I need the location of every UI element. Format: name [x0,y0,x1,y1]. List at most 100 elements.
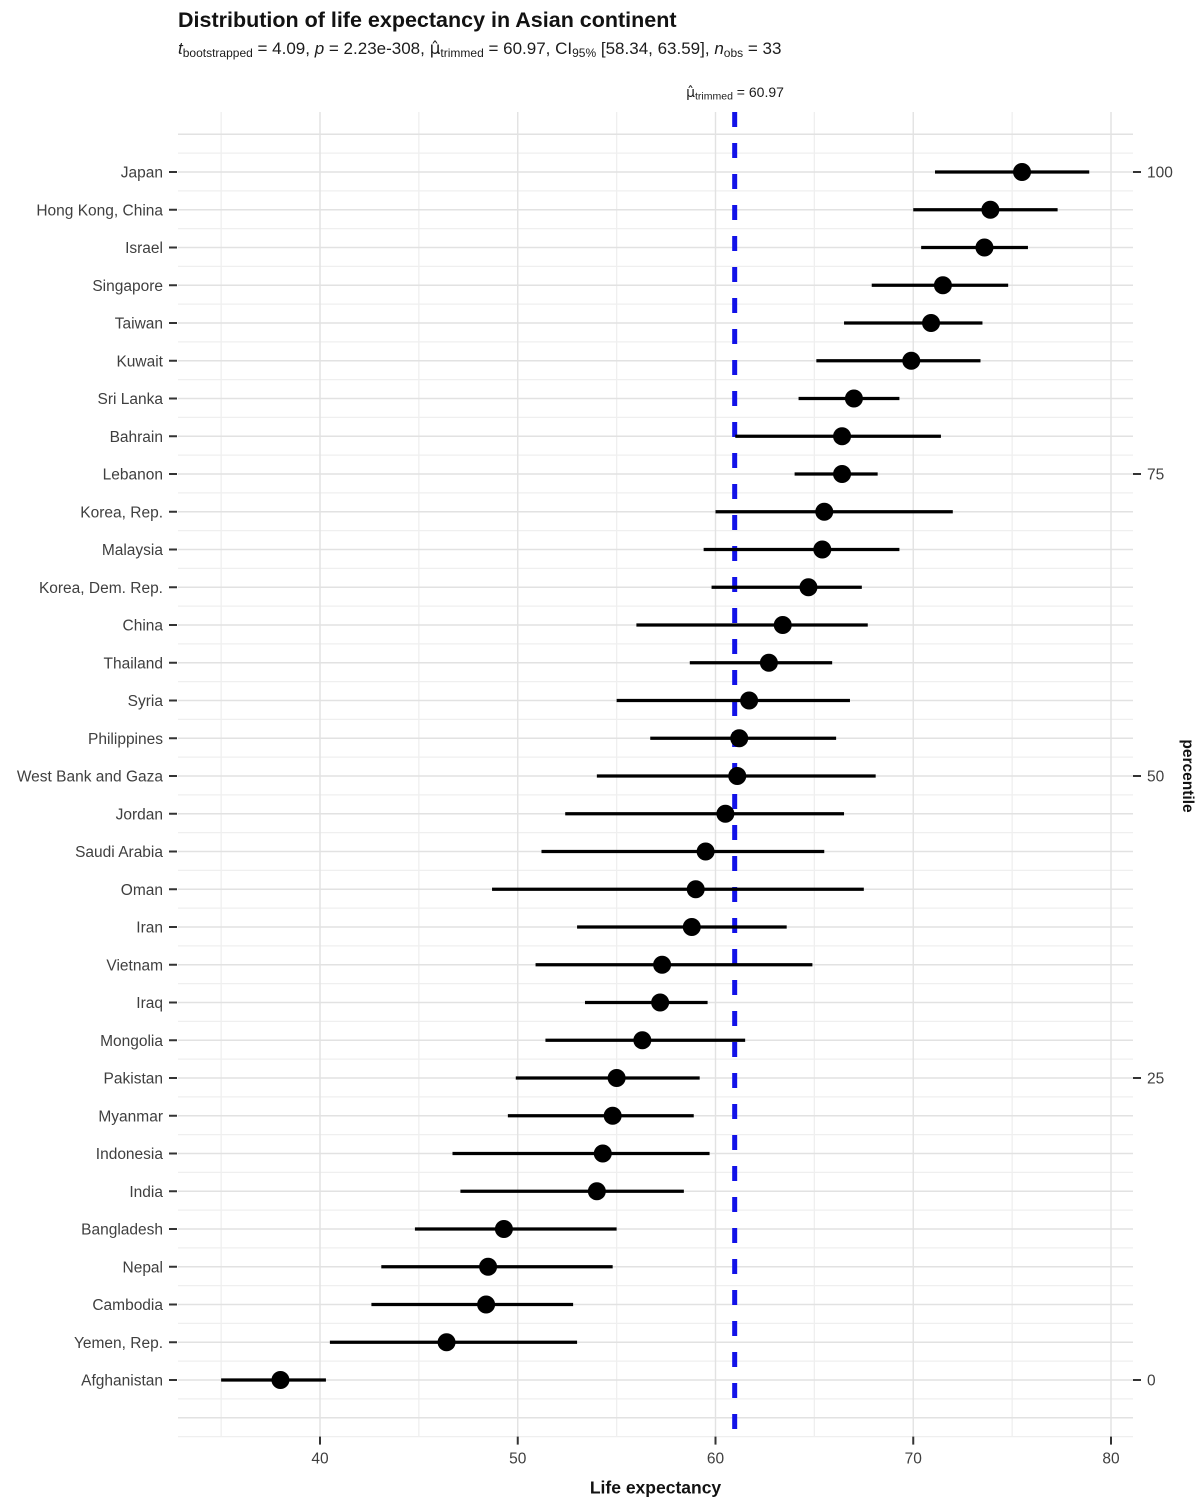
country-label: Iran [136,920,163,937]
text-fragment: = 60.97 [732,84,784,100]
text-fragment: trimmed [440,46,484,60]
text-fragment: trimmed [695,90,733,103]
points [271,163,1032,1389]
chart-subtitle: tbootstrapped = 4.09, p = 2.23e-308, μ̂t… [178,39,781,60]
data-point [1013,163,1032,181]
country-label: China [123,618,164,635]
text-fragment: = 60.97, CI [483,39,573,58]
country-label: Saudi Arabia [75,844,163,861]
country-label: Japan [121,165,163,182]
country-label: Malaysia [102,542,164,559]
text-fragment: μ̂ [686,85,695,101]
country-label: Bangladesh [81,1222,163,1239]
country-label: Bahrain [110,429,163,446]
data-point [728,767,747,785]
data-point [833,427,852,446]
data-point [922,314,941,332]
text-fragment: bootstrapped [182,46,253,60]
country-label: Korea, Dem. Rep. [39,580,163,597]
data-point [933,276,952,295]
x-tick-label: 80 [1102,1451,1120,1468]
country-label: Hong Kong, China [36,202,163,219]
text-fragment: [58.34, 63.59], [596,39,715,58]
text-fragment: n [714,39,724,58]
data-point [773,616,792,634]
country-label: West Bank and Gaza [17,769,164,786]
vline-annotation: μ̂trimmed = 60.97 [686,84,784,103]
country-label: Myanmar [98,1108,163,1125]
data-point [759,653,778,672]
country-label: Israel [125,240,163,257]
country-label: Iraq [136,995,163,1012]
data-point [494,1220,513,1238]
data-point [975,238,994,257]
data-point [815,502,834,521]
text-fragment: p [314,39,325,58]
data-point [682,918,701,936]
country-label: Nepal [123,1259,164,1276]
y2-tick-label: 0 [1147,1373,1156,1390]
data-point [651,993,670,1012]
country-label: Lebanon [103,467,163,484]
text-fragment: t [178,39,183,58]
country-label: Singapore [92,278,163,295]
data-point [587,1182,606,1201]
country-label: Vietnam [106,957,163,974]
text-fragment: μ̂ [429,39,441,59]
y2-tick-label: 100 [1147,165,1173,182]
country-label: India [129,1184,163,1201]
data-point [593,1144,612,1163]
y-axis-right: 100 75 50 25 0 percentile [1133,165,1196,1390]
gridlines [178,112,1133,1438]
x-tick-label: 70 [905,1451,923,1468]
country-label: Korea, Rep. [80,504,163,521]
data-point [902,351,921,370]
country-label: Afghanistan [81,1373,163,1390]
country-label: Jordan [116,806,163,823]
y2-tick-label: 50 [1147,769,1165,786]
y2-tick-label: 75 [1147,467,1164,484]
x-axis-title: Life expectancy [590,1478,722,1498]
data-point [479,1257,498,1276]
data-point [477,1295,496,1314]
data-point [844,389,863,408]
text-fragment: = 33 [743,39,782,58]
country-label: Syria [128,693,164,710]
country-label: Sri Lanka [98,391,164,408]
chart-title: Distribution of life expectancy in Asian… [178,8,677,32]
text-fragment: 95% [572,46,597,60]
data-point [696,842,715,861]
country-label: Pakistan [104,1071,163,1088]
country-label: Mongolia [100,1033,163,1050]
text-fragment: obs [723,46,744,60]
data-point [686,880,705,899]
data-point [833,465,852,483]
country-label: Cambodia [92,1297,163,1314]
data-point [603,1106,622,1125]
y2-tick-label: 25 [1147,1071,1164,1088]
y2-axis-title: percentile [1179,739,1196,813]
data-point [740,691,759,710]
data-point [633,1031,652,1050]
country-label: Taiwan [115,316,163,333]
data-point [813,540,832,559]
data-point [607,1069,626,1087]
text-fragment: = 2.23e-308, [324,39,430,58]
x-tick-label: 40 [311,1451,329,1468]
x-tick-label: 60 [707,1451,725,1468]
x-tick-label: 50 [509,1451,527,1468]
country-label: Kuwait [116,353,163,370]
x-axis: 40 50 60 70 80 Life expectancy [311,1436,1120,1498]
data-point [799,578,818,597]
country-label: Philippines [88,731,163,748]
data-point [271,1371,290,1389]
y-axis-left: Japan Hong Kong, China Israel Singapore Taiw… [17,165,177,1390]
data-point [437,1333,456,1352]
data-point [730,729,749,748]
country-label: Oman [121,882,163,899]
data-point [981,200,1000,219]
data-point [653,955,672,974]
text-fragment: = 4.09, [252,39,315,58]
country-label: Thailand [104,655,163,672]
